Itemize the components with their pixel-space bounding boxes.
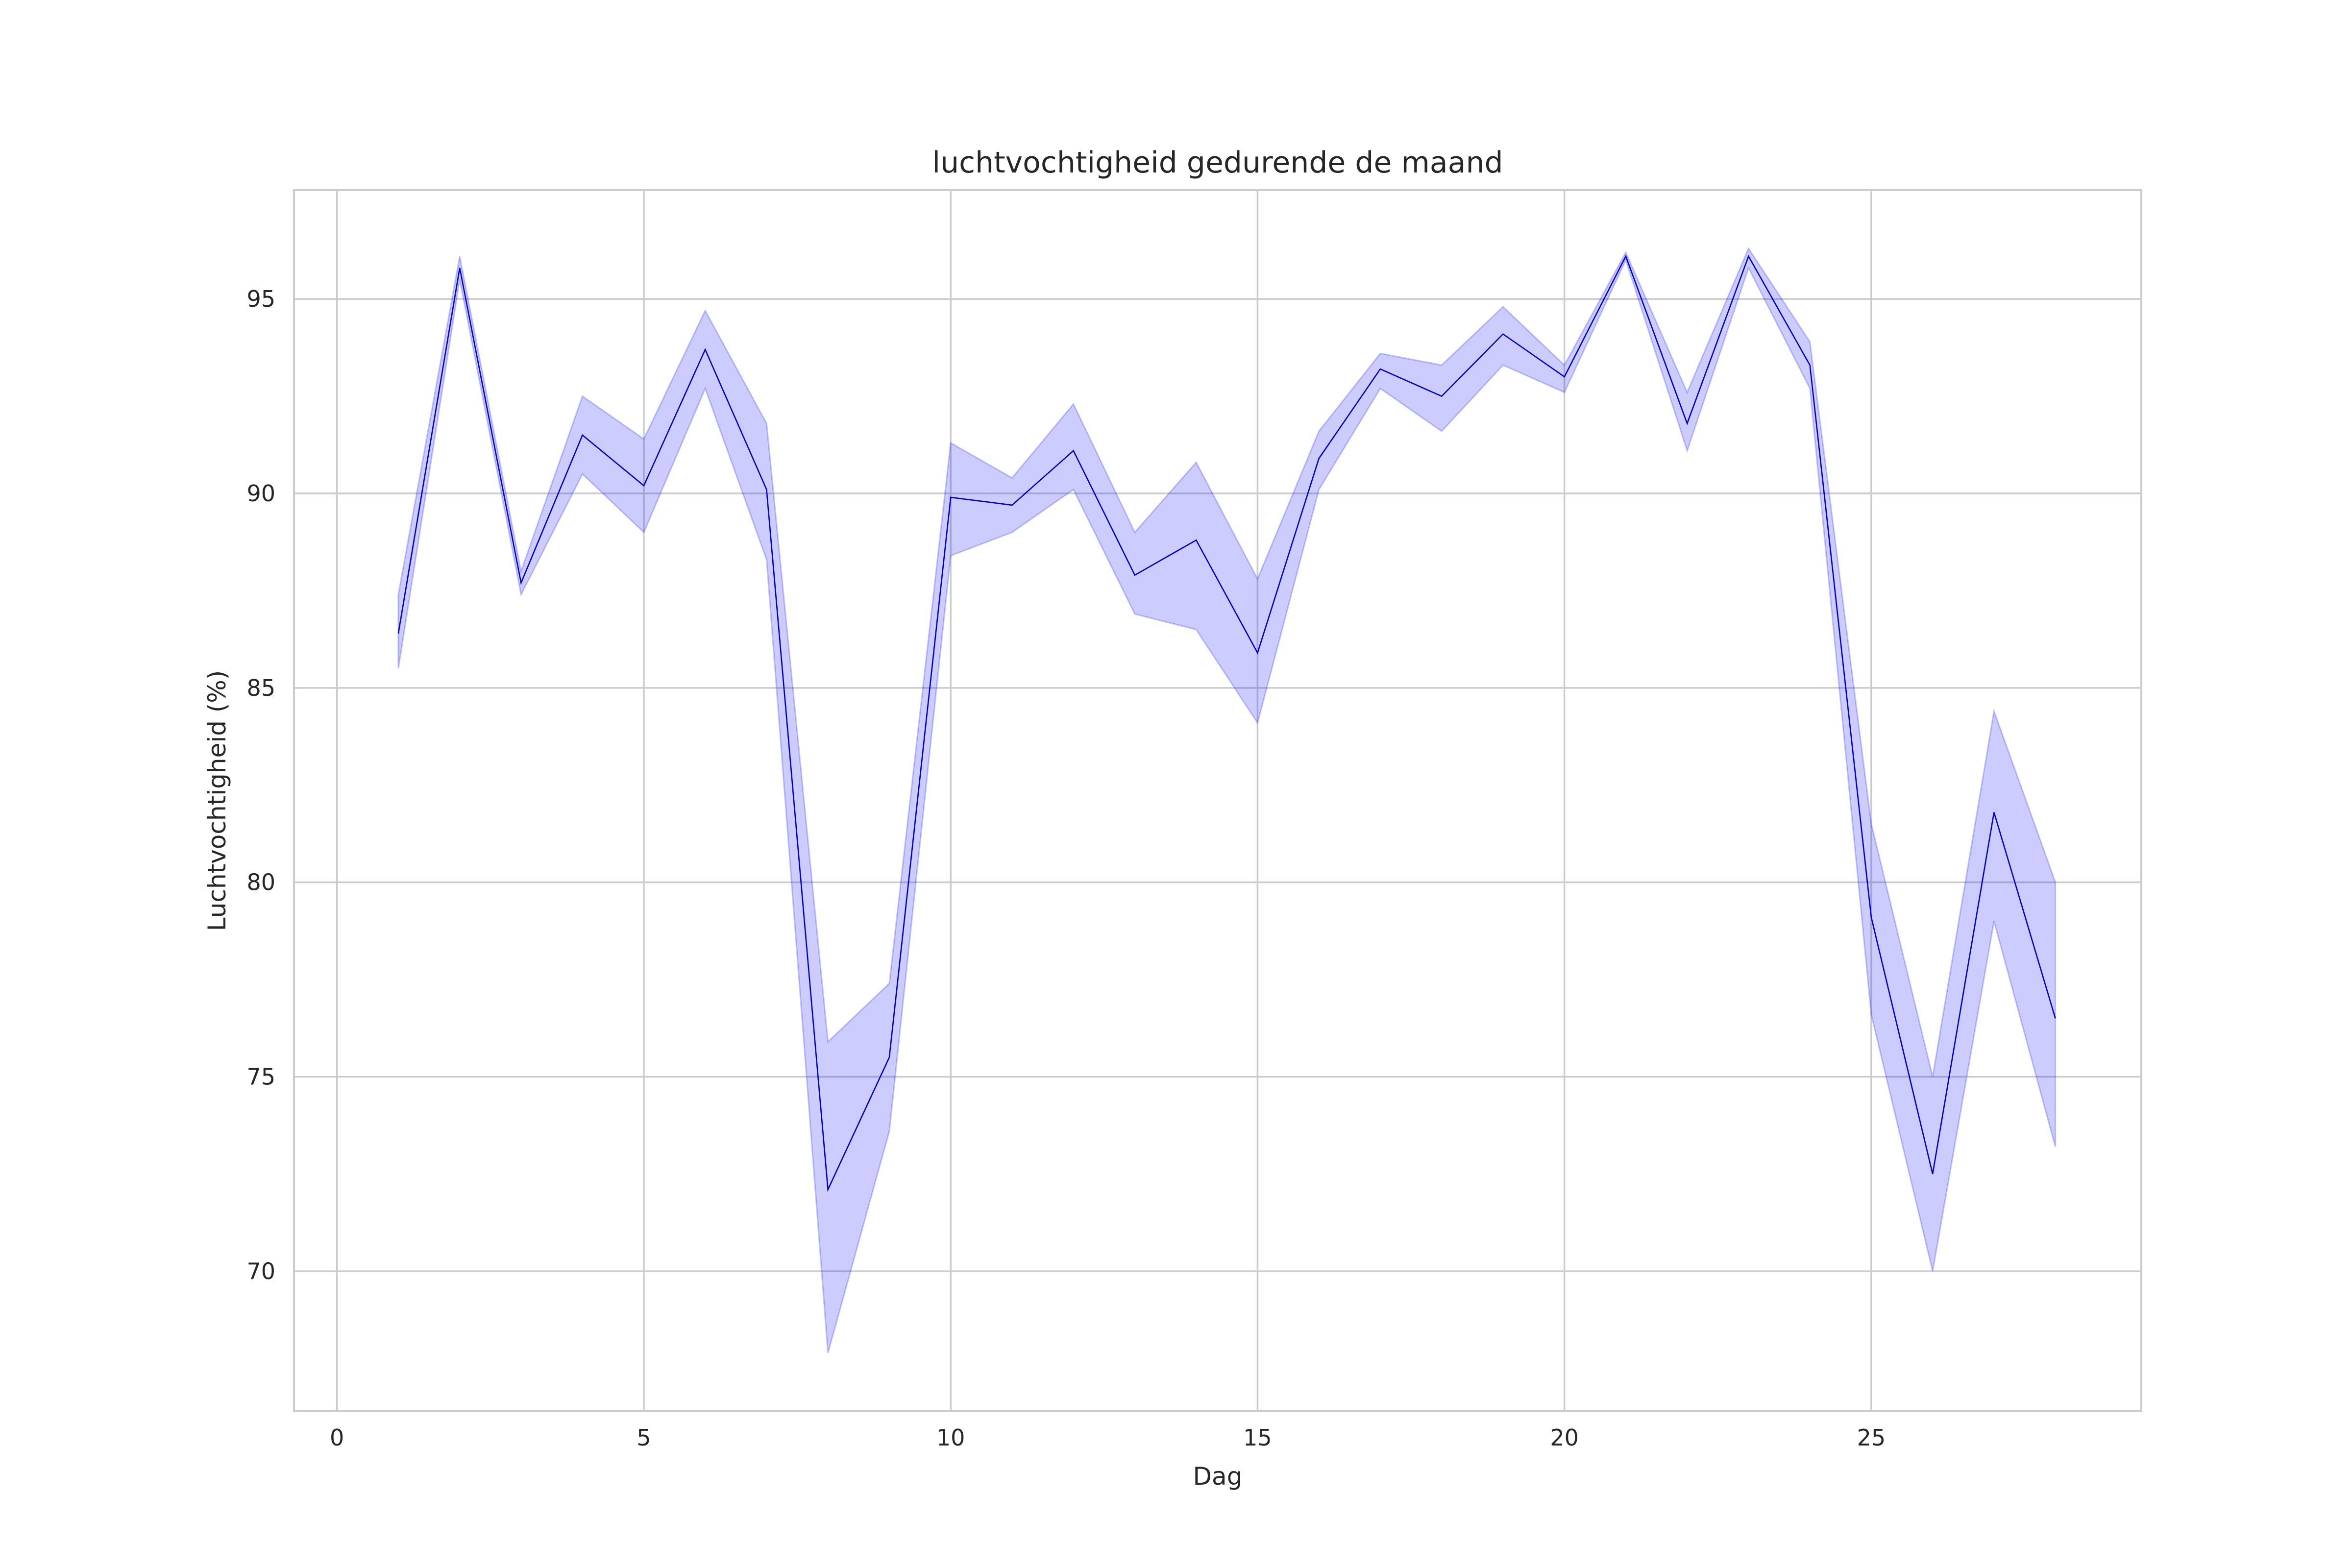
y-tick-label: 75 [246,1063,275,1090]
mean-line-layer [397,254,2056,1192]
confidence-band-layer [397,246,2057,1353]
x-tick-label: 5 [637,1424,651,1451]
plot-frame [293,189,2142,1412]
y-tick-label: 80 [246,869,275,896]
y-tick-label: 85 [246,675,275,701]
x-tick-label: 25 [1857,1424,1886,1451]
x-tick-labels: 0 5 10 15 20 25 [330,1424,1886,1451]
chart-title: luchtvochtigheid gedurende de maand [932,146,1503,180]
x-tick-label: 15 [1243,1424,1272,1451]
confidence-band [397,246,2057,1353]
x-tick-label: 10 [936,1424,965,1451]
x-tick-label: 20 [1550,1424,1579,1451]
y-tick-label: 70 [246,1258,275,1284]
grid [294,190,2141,1411]
x-tick-label: 0 [330,1424,344,1451]
y-tick-label: 95 [246,286,275,312]
mean-humidity-line [397,254,2056,1192]
y-tick-label: 90 [246,480,275,507]
y-axis-label: Luchtvochtigheid (%) [203,670,231,931]
y-tick-labels: 70 75 80 85 90 95 [246,286,275,1284]
x-axis-label: Dag [1193,1462,1243,1491]
